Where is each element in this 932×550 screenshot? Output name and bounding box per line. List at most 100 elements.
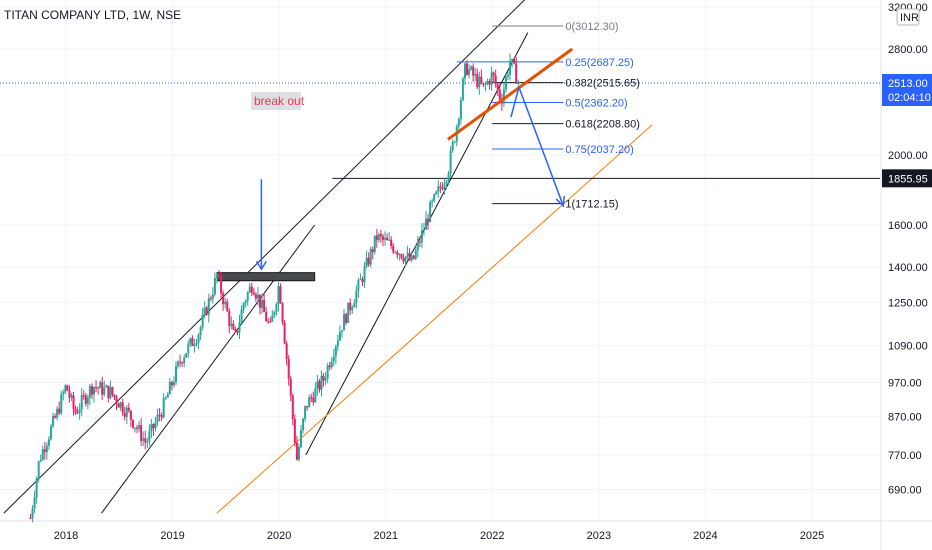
candle-body-10 [49, 426, 52, 440]
candle-body-237 [515, 63, 518, 84]
candle-body-97 [228, 311, 231, 327]
candle-body-229 [498, 89, 501, 100]
candle-body-67 [166, 394, 169, 398]
candle-body-165 [367, 257, 370, 265]
time-axis[interactable]: 2018 2019 2020 2021 2022 2023 2024 2025 [54, 530, 824, 542]
candle-body-238 [517, 81, 520, 84]
candle-body-172 [381, 236, 384, 240]
time-tick-label-1: 2019 [160, 530, 184, 542]
candle-body-57 [146, 441, 149, 443]
candle-body-199 [437, 186, 440, 192]
channel-lower-line [101, 224, 316, 514]
candle-body-124 [283, 322, 286, 344]
candle-body-96 [226, 301, 229, 312]
candle-body-9 [47, 439, 50, 446]
orange-thick-trendline [446, 47, 574, 141]
time-tick-label-2: 2020 [267, 530, 291, 542]
candle-body-11 [52, 416, 55, 427]
candle-body-102 [238, 322, 241, 333]
candle-body-98 [230, 323, 233, 327]
candle-body-99 [232, 323, 235, 330]
candle-body-24 [78, 409, 81, 413]
candle-body-125 [285, 343, 288, 359]
candle-body-104 [242, 303, 245, 310]
candle-body-18 [66, 385, 69, 391]
candle-body-220 [480, 76, 483, 84]
candle-body-159 [355, 290, 358, 303]
candle-body-6 [41, 449, 44, 460]
candle-body-153 [343, 314, 346, 331]
candle-body-70 [172, 382, 175, 386]
candle-body-185 [408, 253, 411, 261]
current-price-value: 2513.00 [888, 78, 928, 90]
candle-body-178 [394, 252, 397, 254]
time-tick-label-0: 2018 [54, 530, 78, 542]
candle-body-75 [183, 357, 186, 364]
candle-body-51 [133, 427, 136, 429]
candle-body-142 [320, 375, 323, 390]
fib-label-1: 1(1712.15) [565, 199, 618, 211]
candle-body-78 [189, 338, 192, 344]
candle-body-122 [279, 286, 282, 304]
candle-body-45 [121, 402, 124, 413]
candle-body-157 [351, 307, 354, 311]
candle-body-141 [318, 381, 321, 390]
candle-body-145 [326, 365, 329, 379]
projection-arrow-head [555, 195, 566, 208]
fib-label-0.25: 0.25(2687.25) [565, 57, 634, 69]
candle-body-58 [148, 431, 151, 442]
candle-body-216 [472, 66, 475, 76]
candle-body-147 [330, 361, 333, 368]
price-tick-label-8: 870.00 [888, 412, 922, 424]
candle-body-134 [304, 406, 307, 419]
price-tick-label-5: 1250.00 [888, 298, 928, 310]
resistance-box [216, 272, 316, 282]
overlay-layer: break out [251, 47, 574, 271]
candle-body-23 [76, 412, 79, 414]
candle-body-214 [468, 69, 471, 75]
fib-label-0.5: 0.5(2362.20) [565, 97, 627, 109]
candle-body-36 [103, 387, 106, 395]
candle-body-162 [361, 279, 364, 283]
candle-body-171 [379, 234, 382, 237]
candle-body-228 [496, 84, 499, 90]
candle-body-173 [384, 237, 387, 240]
candle-body-66 [164, 397, 167, 399]
candle-body-62 [156, 414, 159, 423]
candle-body-167 [371, 249, 374, 253]
candle-body-100 [234, 329, 237, 332]
candle-body-28 [86, 397, 89, 404]
candle-body-217 [474, 74, 477, 76]
candle-body-69 [170, 382, 173, 386]
candle-body-221 [482, 83, 485, 85]
candle-body-4 [37, 461, 40, 479]
time-tick-label-4: 2022 [480, 530, 504, 542]
candle-body-132 [300, 430, 303, 447]
fib-label-0.75: 0.75(2037.20) [565, 144, 634, 156]
candle-body-187 [412, 255, 415, 259]
candle-body-224 [488, 81, 491, 85]
candle-body-204 [447, 173, 450, 182]
candle-body-94 [222, 293, 225, 305]
breakout-arrow-head [255, 260, 268, 271]
candle-body-205 [449, 150, 452, 174]
candle-body-5 [39, 459, 42, 462]
candle-body-158 [353, 302, 356, 308]
candle-body-149 [334, 346, 337, 357]
candle-body-32 [95, 387, 98, 389]
candle-body-7 [43, 449, 46, 453]
candle-body-20 [70, 395, 73, 398]
candle-body-105 [244, 301, 247, 304]
candle-body-186 [410, 255, 413, 261]
candle-body-170 [377, 234, 380, 240]
candle-body-235 [511, 58, 514, 61]
candle-body-44 [119, 402, 122, 408]
candle-body-184 [406, 253, 409, 257]
price-axis[interactable]: 3200.002800.002000.001600.001400.001250.… [882, 2, 932, 496]
candle-body-213 [466, 63, 469, 75]
candle-body-160 [357, 280, 360, 291]
candle-body-210 [459, 100, 462, 120]
candle-body-103 [240, 309, 243, 323]
